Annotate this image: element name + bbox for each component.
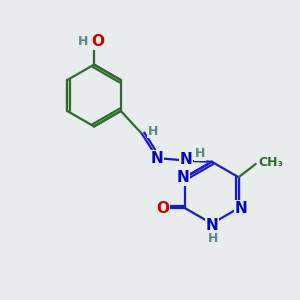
Text: N: N [206,218,218,232]
Text: H: H [78,35,88,48]
Text: H: H [208,232,218,245]
Text: H: H [148,124,158,137]
Text: O: O [91,34,104,50]
Text: O: O [157,201,169,216]
Text: H: H [195,148,205,160]
Text: N: N [179,152,192,167]
Text: CH₃: CH₃ [258,156,283,169]
Text: N: N [176,170,189,185]
Text: N: N [235,201,247,216]
Text: N: N [151,151,164,166]
